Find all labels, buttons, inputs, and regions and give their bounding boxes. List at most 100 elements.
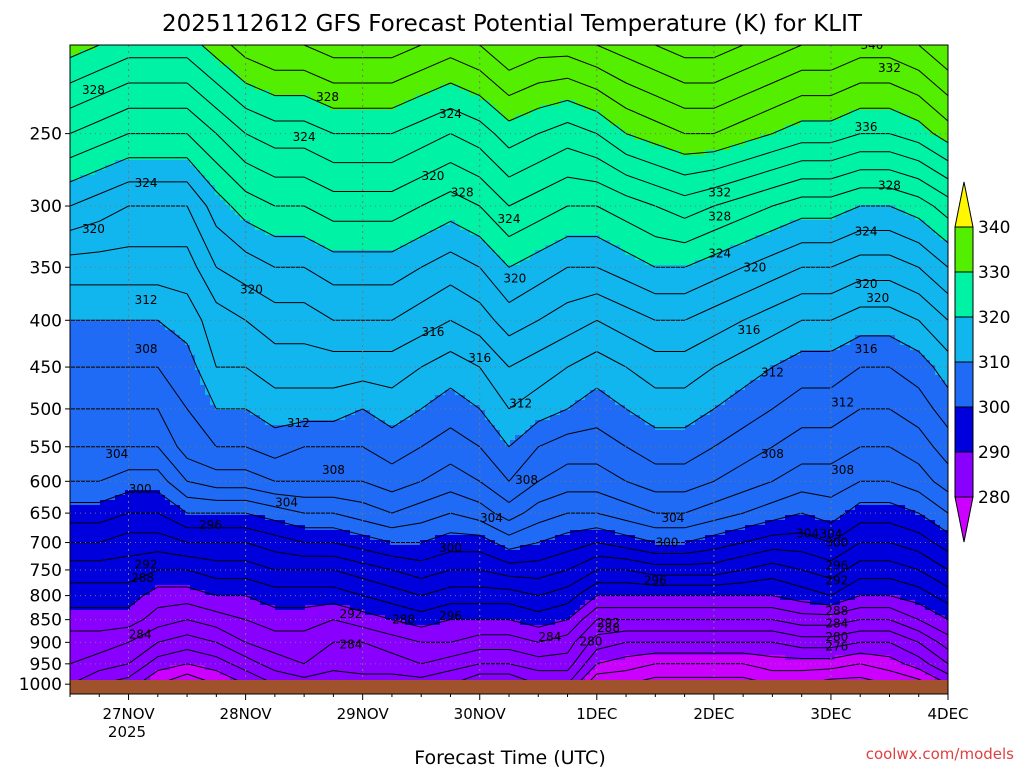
heatmap-cell [530,45,536,51]
heatmap-cell [910,115,916,121]
heatmap-cell [205,70,211,76]
heatmap-cell [720,70,726,76]
heatmap-cell [855,80,861,86]
heatmap-cell [865,90,871,96]
heatmap-cell [470,125,476,131]
heatmap-cell [760,75,766,81]
heatmap-cell [465,100,471,106]
heatmap-cell [470,80,476,86]
heatmap-cell [535,155,541,161]
heatmap-cell [385,110,391,116]
heatmap-cell [375,150,381,156]
heatmap-cell [585,155,591,161]
heatmap-cell [430,120,436,126]
heatmap-cell [80,135,86,141]
heatmap-cell [400,45,406,51]
heatmap-cell [620,65,626,71]
heatmap-cell [900,105,906,111]
heatmap-cell [915,100,921,106]
heatmap-cell [815,90,821,96]
heatmap-cell [895,45,901,51]
heatmap-cell [355,170,361,176]
heatmap-cell [160,170,166,176]
heatmap-cell [265,100,271,106]
heatmap-cell [900,95,906,101]
heatmap-cell [205,155,211,161]
heatmap-cell [110,155,116,161]
heatmap-cell [445,50,451,56]
heatmap-cell [625,170,631,176]
heatmap-cell [265,125,271,131]
heatmap-cell [80,155,86,161]
heatmap-cell [370,100,376,106]
heatmap-cell [690,100,696,106]
heatmap-cell [645,70,651,76]
heatmap-cell [675,100,681,106]
heatmap-cell [160,160,166,166]
heatmap-cell [195,55,201,61]
heatmap-cell [435,130,441,136]
heatmap-cell [555,115,561,121]
heatmap-cell [630,55,636,61]
heatmap-cell [100,65,106,71]
heatmap-cell [195,180,201,186]
heatmap-cell [355,70,361,76]
heatmap-cell [240,165,246,171]
heatmap-cell [780,125,786,131]
heatmap-cell [820,70,826,76]
heatmap-cell [290,155,296,161]
heatmap-cell [430,105,436,111]
heatmap-cell [470,160,476,166]
heatmap-cell [305,50,311,56]
heatmap-cell [235,120,241,126]
heatmap-cell [375,105,381,111]
heatmap-cell [170,45,176,51]
heatmap-cell [495,80,501,86]
heatmap-cell [800,175,806,181]
heatmap-cell [505,120,511,126]
heatmap-cell [365,50,371,56]
heatmap-cell [840,80,846,86]
heatmap-cell [820,105,826,111]
heatmap-cell [150,105,156,111]
heatmap-cell [85,135,91,141]
heatmap-cell [90,135,96,141]
heatmap-cell [935,105,941,111]
heatmap-cell [685,145,691,151]
heatmap-cell [705,175,711,181]
heatmap-cell [435,140,441,146]
heatmap-cell [760,125,766,131]
heatmap-cell [195,110,201,116]
heatmap-cell [575,165,581,171]
heatmap-cell [795,45,801,51]
heatmap-cell [835,155,841,161]
heatmap-cell [195,60,201,66]
heatmap-cell [865,135,871,141]
heatmap-cell [825,105,831,111]
heatmap-cell [495,65,501,71]
heatmap-cell [270,90,276,96]
heatmap-cell [775,140,781,146]
heatmap-cell [255,120,261,126]
heatmap-cell [765,115,771,121]
heatmap-cell [885,170,891,176]
heatmap-cell [305,185,311,191]
heatmap-cell [135,75,141,81]
heatmap-cell [320,170,326,176]
heatmap-cell [710,90,716,96]
heatmap-cell [675,165,681,171]
heatmap-cell [880,90,886,96]
heatmap-cell [910,60,916,66]
heatmap-cell [870,95,876,101]
heatmap-cell [610,105,616,111]
heatmap-cell [420,175,426,181]
heatmap-cell [610,90,616,96]
heatmap-cell [875,140,881,146]
heatmap-cell [525,115,531,121]
heatmap-cell [350,75,356,81]
heatmap-cell [675,60,681,66]
heatmap-cell [525,170,531,176]
heatmap-cell [915,105,921,111]
heatmap-cell [725,45,731,51]
heatmap-cell [335,145,341,151]
